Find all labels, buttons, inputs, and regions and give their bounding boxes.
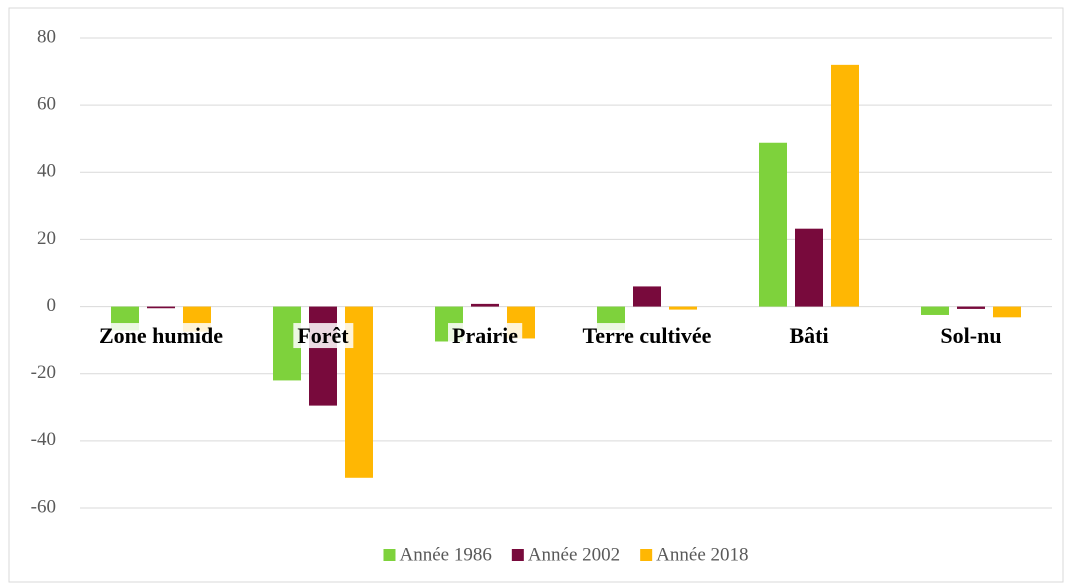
bar bbox=[633, 286, 661, 307]
bar bbox=[309, 306, 337, 406]
label-background bbox=[94, 323, 228, 349]
x-tick-label: Prairie bbox=[452, 323, 518, 348]
bar bbox=[471, 303, 499, 307]
legend-label: Année 1986 bbox=[399, 544, 491, 565]
x-tick-label: Zone humide bbox=[99, 323, 223, 348]
x-tick-label: Sol-nu bbox=[940, 323, 1001, 348]
legend-swatch bbox=[383, 549, 396, 561]
y-tick-label: -60 bbox=[31, 496, 56, 517]
label-background bbox=[578, 323, 716, 349]
bar bbox=[993, 306, 1021, 318]
label-background bbox=[448, 323, 523, 349]
y-tick-label: 0 bbox=[47, 295, 57, 316]
y-tick-label: -40 bbox=[31, 429, 56, 450]
y-tick-label: 80 bbox=[37, 26, 56, 47]
y-tick-label: 20 bbox=[37, 228, 56, 249]
bar bbox=[147, 306, 175, 309]
bar bbox=[957, 306, 985, 309]
legend-swatch bbox=[511, 549, 524, 561]
x-tick-label: Terre cultivée bbox=[583, 323, 712, 348]
bar bbox=[921, 306, 949, 315]
y-tick-label: 40 bbox=[37, 161, 56, 182]
legend-label: Année 2002 bbox=[528, 544, 620, 565]
legend: Année 1986 Année 2002 Année 2018 bbox=[383, 544, 749, 565]
legend-label: Année 2018 bbox=[656, 544, 748, 565]
bar bbox=[759, 142, 787, 307]
label-background bbox=[293, 323, 354, 349]
bar bbox=[795, 228, 823, 307]
y-tick-label: -20 bbox=[31, 362, 56, 383]
bar bbox=[831, 64, 859, 307]
y-tick-label: 60 bbox=[37, 94, 56, 115]
x-tick-label: Forêt bbox=[297, 323, 349, 348]
label-background bbox=[936, 323, 1006, 349]
chart-frame bbox=[8, 7, 1064, 583]
legend-swatch bbox=[640, 549, 653, 561]
bar bbox=[669, 306, 697, 310]
x-tick-label: Bâti bbox=[789, 323, 828, 348]
label-background bbox=[785, 323, 833, 349]
